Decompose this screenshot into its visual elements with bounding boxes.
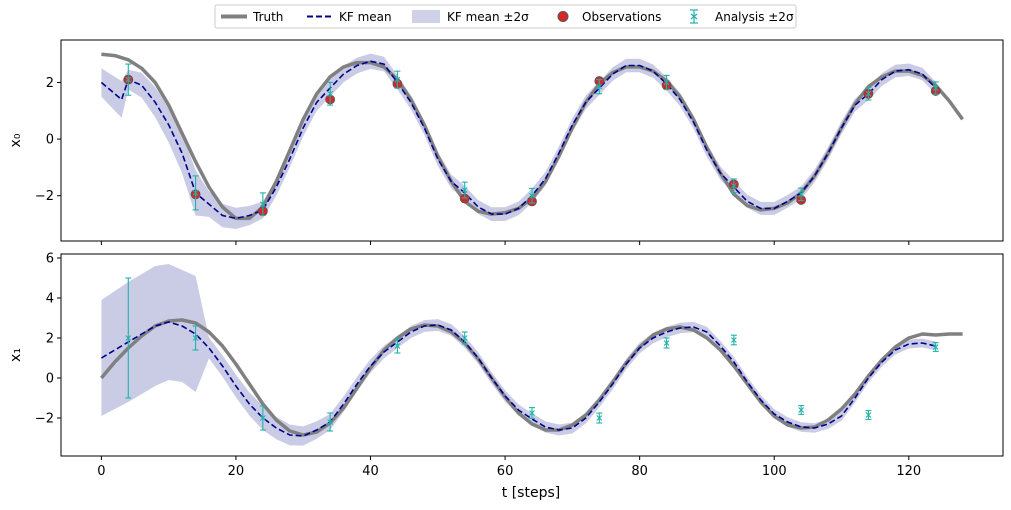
truth-line bbox=[100, 318, 963, 437]
y-tick-label: 6 bbox=[46, 252, 54, 267]
kf-band bbox=[101, 264, 936, 446]
y-tick-label: 2 bbox=[46, 76, 54, 91]
x-tick-label: 60 bbox=[497, 464, 514, 479]
legend-analysis-label: Analysis ±2σ bbox=[715, 10, 794, 24]
analysis-errorbar bbox=[932, 342, 939, 352]
analysis-errorbar bbox=[596, 412, 603, 424]
analysis-errorbar bbox=[461, 181, 468, 199]
analysis-errorbar bbox=[529, 187, 535, 204]
analysis-errorbar bbox=[192, 175, 199, 211]
analysis-errorbar bbox=[596, 79, 603, 95]
x-tick-label: 40 bbox=[362, 464, 379, 479]
kf-mean-line bbox=[100, 321, 936, 437]
legend-band-swatch bbox=[412, 10, 440, 23]
y-tick-label: −2 bbox=[35, 189, 54, 204]
kf-band bbox=[101, 53, 936, 229]
legend-kf-label: KF mean bbox=[339, 10, 392, 24]
y-axis-label: x₀ bbox=[8, 133, 24, 147]
plot-area bbox=[100, 264, 963, 446]
analysis-errorbar bbox=[192, 325, 199, 351]
legend-truth-label: Truth bbox=[252, 10, 283, 24]
analysis-errorbar bbox=[327, 81, 334, 106]
analysis-errorbar bbox=[259, 192, 266, 217]
x-tick-label: 120 bbox=[896, 464, 921, 479]
analysis-errorbar bbox=[394, 70, 401, 89]
y-axis-label: x₁ bbox=[8, 348, 24, 362]
analysis-errorbar bbox=[394, 338, 401, 354]
analysis-errorbar bbox=[932, 81, 939, 95]
axes-frame bbox=[60, 253, 1004, 457]
x-tick-label: 100 bbox=[762, 464, 787, 479]
analysis-errorbar bbox=[259, 405, 266, 431]
analysis-errorbar bbox=[461, 331, 468, 345]
analysis-errorbar bbox=[125, 277, 132, 399]
y-tick-label: 0 bbox=[46, 133, 54, 148]
x-tick-label: 80 bbox=[631, 464, 648, 479]
legend-band-label: KF mean ±2σ bbox=[447, 10, 529, 24]
analysis-errorbar bbox=[865, 87, 872, 101]
axes-frame bbox=[60, 39, 1004, 242]
y-tick-label: 2 bbox=[46, 332, 54, 347]
legend-obs-swatch bbox=[557, 11, 569, 22]
x-axis-label: t [steps] bbox=[502, 485, 560, 501]
legend: Truth KF mean KF mean ±2σ Observations A… bbox=[214, 4, 797, 29]
x-tick-label: 0 bbox=[97, 464, 105, 479]
x-tick-label: 20 bbox=[228, 464, 245, 479]
analysis-errorbar bbox=[865, 410, 872, 420]
y-tick-label: −2 bbox=[35, 412, 54, 427]
y-tick-label: 4 bbox=[46, 292, 54, 307]
analysis-errorbar bbox=[125, 63, 132, 96]
panel-x0: −2 0 2 x₀ bbox=[8, 39, 1004, 245]
analysis-errorbar bbox=[663, 337, 670, 349]
kf-mean-line bbox=[100, 60, 937, 220]
panel-x1: 0 20 40 60 80 100 120 −2 0 2 4 6 x₁ bbox=[8, 252, 1004, 479]
legend-frame bbox=[214, 4, 797, 29]
analysis-errorbar bbox=[663, 74, 670, 91]
analysis-errorbar bbox=[529, 407, 535, 419]
legend-analysis-swatch bbox=[690, 9, 698, 24]
analysis-errorbar bbox=[798, 187, 805, 202]
analysis-errorbar bbox=[798, 405, 805, 415]
analysis-errorbar bbox=[327, 412, 334, 432]
analysis-errorbar bbox=[730, 334, 737, 346]
analysis-errorbar bbox=[730, 178, 737, 194]
y-tick-label: 0 bbox=[46, 372, 54, 387]
plot-area bbox=[100, 52, 965, 229]
legend-obs-label: Observations bbox=[582, 10, 661, 24]
